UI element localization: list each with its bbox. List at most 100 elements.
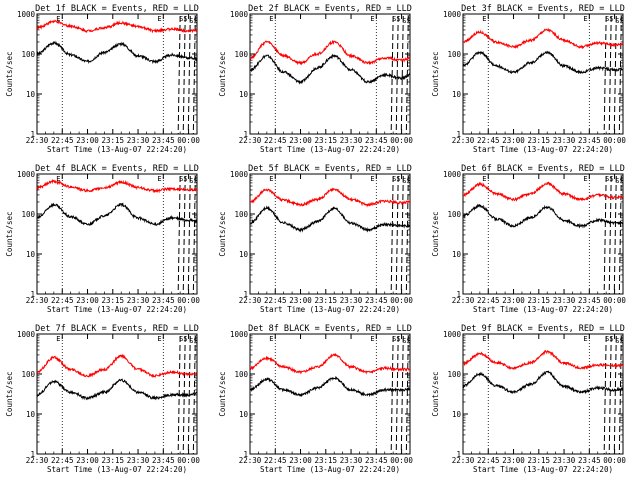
saa-marker-line [613, 335, 617, 454]
plot-area [37, 14, 197, 134]
x-tick-label: 22:45 [264, 456, 287, 465]
x-tick-label: 23:45 [152, 136, 175, 145]
panel-title: Det 9f BLACK = Events, RED = LLD [461, 324, 625, 334]
y-tick-label: 100 [447, 210, 461, 219]
event-marker-label: E [370, 175, 374, 183]
y-axis-label: Counts/sec [218, 211, 227, 256]
lld-series-line [250, 39, 410, 66]
saa-marker-line [182, 15, 186, 134]
x-tick-label: 23:15 [528, 296, 551, 305]
y-tick-label: 10 [26, 90, 36, 99]
x-tick-label: 23:15 [102, 136, 125, 145]
lld-series-line [37, 353, 197, 378]
event-marker-label: E [482, 335, 486, 343]
detector-panel: Det 6f BLACK = Events, RED = LLD 1 10 100 10… [426, 160, 639, 320]
detector-panel: Det 7f BLACK = Events, RED = LLD 1 10 100 10… [0, 320, 213, 480]
x-tick-label: 00:00 [177, 296, 200, 305]
y-tick-label: 1 [243, 450, 248, 459]
panel-svg: Det 9f BLACK = Events, RED = LLD 1 10 100 10… [431, 324, 626, 474]
y-tick-label: 1000 [17, 330, 36, 339]
x-tick-label: 23:45 [152, 456, 175, 465]
saa-marker-line [608, 15, 612, 134]
plot-area [250, 174, 410, 294]
x-tick-label: 00:00 [603, 456, 626, 465]
y-tick-label: 100 [21, 370, 35, 379]
event-marker-label: E [157, 175, 161, 183]
x-tick-label: 23:45 [578, 296, 601, 305]
event-marker-label: E [370, 15, 374, 23]
saa-marker-label: SS [189, 17, 197, 25]
x-axis-label: Start Time (13-Aug-07 22:24:20) [473, 305, 613, 314]
x-tick-label: 22:30 [26, 136, 49, 145]
x-tick-label: 23:00 [76, 456, 99, 465]
x-tick-label: 23:45 [152, 296, 175, 305]
y-tick-label: 1 [456, 450, 461, 459]
lld-series-line [463, 27, 623, 50]
x-tick-label: 23:15 [315, 136, 338, 145]
saa-marker-line [618, 335, 622, 454]
y-axis-label: Counts/sec [218, 371, 227, 416]
saa-marker-label: SS [615, 17, 623, 25]
plot-area [463, 14, 623, 134]
x-tick-label: 23:30 [553, 296, 576, 305]
saa-marker-line [608, 175, 612, 294]
saa-marker-line [395, 335, 399, 454]
plot-frame [249, 333, 411, 455]
x-tick-label: 23:45 [365, 136, 388, 145]
x-tick-label: 23:00 [289, 296, 312, 305]
y-tick-label: 1 [243, 290, 248, 299]
x-tick-label: 22:30 [452, 456, 475, 465]
y-tick-label: 10 [239, 250, 249, 259]
events-series-line [463, 203, 623, 229]
plot-area [250, 334, 410, 454]
y-tick-label: 100 [447, 50, 461, 59]
x-axis-label: Start Time (13-Aug-07 22:24:20) [260, 305, 400, 314]
plot-frame [36, 13, 198, 135]
saa-marker-line [182, 175, 186, 294]
y-tick-label: 100 [447, 370, 461, 379]
saa-marker-line [400, 335, 404, 454]
x-tick-label: 22:45 [264, 136, 287, 145]
events-series-line [250, 53, 410, 85]
events-series-line [463, 50, 623, 75]
y-tick-label: 100 [21, 210, 35, 219]
detector-panel: Det 5f BLACK = Events, RED = LLD 1 10 100 10… [213, 160, 426, 320]
x-tick-label: 23:30 [553, 136, 576, 145]
event-marker-label: E [583, 175, 587, 183]
x-tick-label: 00:00 [390, 296, 413, 305]
panel-title: Det 3f BLACK = Events, RED = LLD [461, 4, 625, 14]
saa-marker-line [192, 175, 196, 294]
y-tick-label: 10 [452, 410, 462, 419]
y-tick-label: 1000 [17, 10, 36, 19]
saa-marker-line [405, 335, 409, 454]
x-tick-label: 23:15 [102, 296, 125, 305]
panel-title: Det 5f BLACK = Events, RED = LLD [248, 164, 412, 174]
x-tick-label: 23:15 [528, 456, 551, 465]
saa-marker-label: SS [179, 175, 187, 183]
panel-title: Det 1f BLACK = Events, RED = LLD [35, 4, 199, 14]
plot-frame [462, 13, 624, 135]
event-marker-label: E [583, 15, 587, 23]
x-tick-label: 22:30 [239, 296, 262, 305]
x-tick-label: 23:30 [127, 296, 150, 305]
detector-panel: Det 4f BLACK = Events, RED = LLD 1 10 100 10… [0, 160, 213, 320]
saa-marker-label: SS [402, 17, 410, 25]
panel-title: Det 4f BLACK = Events, RED = LLD [35, 164, 199, 174]
y-tick-label: 10 [239, 410, 249, 419]
x-tick-label: 22:45 [51, 136, 74, 145]
saa-marker-label: SS [392, 335, 400, 343]
events-series-line [250, 375, 410, 398]
x-tick-label: 22:30 [452, 136, 475, 145]
y-tick-label: 1000 [443, 330, 462, 339]
y-tick-label: 1 [456, 290, 461, 299]
saa-marker-label: SS [179, 335, 187, 343]
saa-marker-line [603, 175, 607, 294]
x-tick-label: 22:30 [26, 456, 49, 465]
plot-frame [462, 173, 624, 295]
panel-svg: Det 3f BLACK = Events, RED = LLD 1 10 100 10… [431, 4, 626, 154]
saa-marker-line [177, 15, 181, 134]
saa-marker-label: SS [605, 175, 613, 183]
saa-marker-line [400, 15, 404, 134]
x-tick-label: 00:00 [603, 136, 626, 145]
event-marker-label: E [269, 175, 273, 183]
